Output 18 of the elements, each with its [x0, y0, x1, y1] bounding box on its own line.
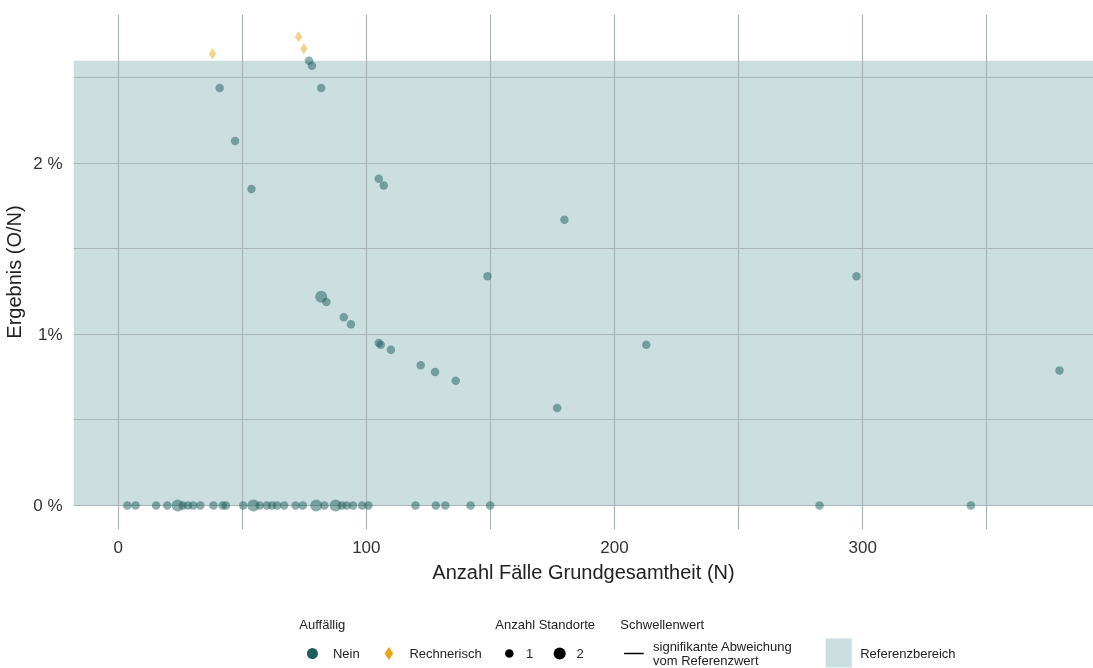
y-tick-label: 1%	[37, 324, 63, 344]
legend-title: Auffällig	[299, 617, 346, 632]
x-tick-label: 100	[352, 537, 381, 557]
legend-label: 1	[526, 646, 534, 661]
legend-label: Nein	[332, 646, 360, 661]
x-tick-label: 300	[848, 537, 877, 557]
x-axis-title: Anzahl Fälle Grundgesamtheit (N)	[432, 560, 735, 583]
text: Schwellenwert	[620, 617, 705, 632]
text: signifikante Abweichung vom Referenzwert	[653, 639, 792, 668]
x-tick-label: 200	[600, 537, 629, 557]
text: Anzahl Standorte	[495, 617, 596, 632]
x-tick-label: 0	[113, 537, 123, 557]
legend-label: 2	[576, 646, 584, 661]
y-axis-title: Ergebnis (O/N)	[3, 205, 26, 339]
legend-label: Referenzbereich	[860, 646, 956, 661]
y-tick-label: 0 %	[33, 496, 63, 516]
legend-label: Rechnerisch	[409, 646, 482, 661]
y-tick-label: 2 %	[33, 153, 63, 173]
